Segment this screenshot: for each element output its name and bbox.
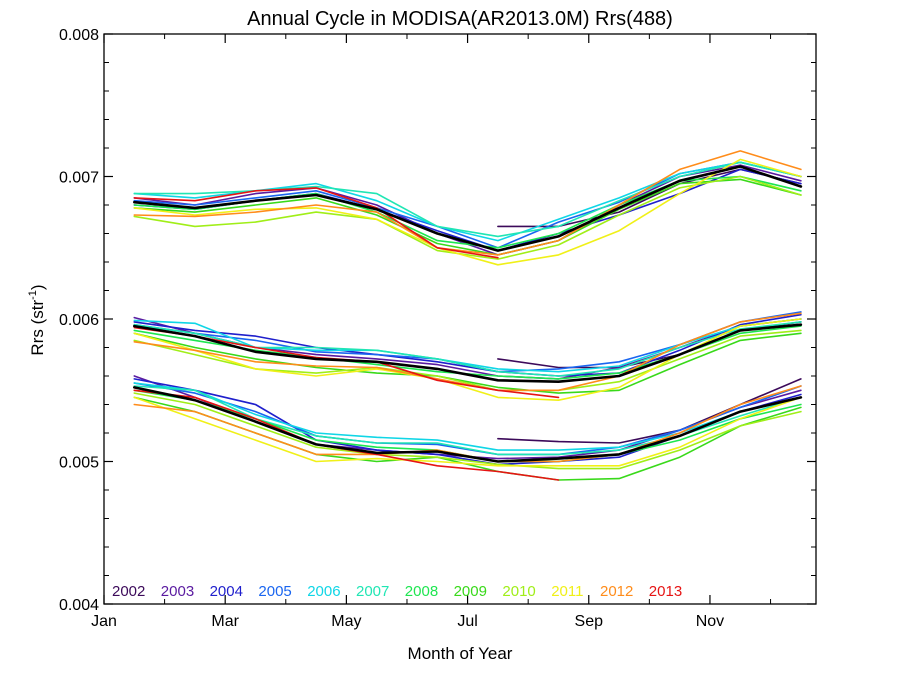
series-line-2009-upper	[133, 178, 802, 256]
y-axis-label-sup: -1	[27, 290, 39, 300]
x-tick-label-May: May	[331, 613, 361, 630]
x-tick-label-Jul: Jul	[457, 613, 477, 630]
legend-item-2013: 2013	[649, 583, 682, 600]
x-tick-label-Mar: Mar	[211, 613, 239, 630]
legend-item-2006: 2006	[307, 583, 340, 600]
series-line-2012-upper	[133, 150, 802, 256]
legend-item-2003: 2003	[161, 583, 194, 600]
series-line-2002-lower	[497, 378, 802, 444]
legend-item-2005: 2005	[258, 583, 291, 600]
x-tick-label-Jan: Jan	[91, 613, 117, 630]
y-tick-label-0.005: 0.005	[59, 455, 99, 472]
series-line-2011-lower	[133, 396, 802, 467]
series-line-mean-middle	[133, 323, 803, 383]
x-axis-label: Month of Year	[408, 644, 513, 663]
legend-item-2002: 2002	[112, 583, 145, 600]
series-line-2010-upper	[133, 175, 802, 260]
series-line-mean-lower	[133, 386, 803, 463]
series-line-2004-middle	[133, 313, 802, 377]
legend: 2002 2003 2004 2005 2006 2007 2008 2009 2010 2011…	[112, 583, 682, 600]
series-line-2006-lower	[133, 382, 802, 451]
series-layer	[133, 150, 803, 481]
y-axis-label: Rrs (str-1)	[27, 284, 47, 355]
series-line-2010-lower	[133, 392, 802, 470]
legend-item-2010: 2010	[502, 583, 535, 600]
y-axis-label-close: )	[28, 284, 47, 290]
series-line-mean-upper	[133, 165, 803, 252]
y-tick-label-0.007: 0.007	[59, 170, 99, 187]
legend-item-2008: 2008	[405, 583, 438, 600]
ticks-layer: Jan Mar May Jul Sep Nov 0.004 0.005 0.006 0.007 0.…	[59, 27, 816, 630]
chart-title: Annual Cycle in MODISA(AR2013.0M) Rrs(48…	[247, 8, 673, 30]
series-line-2007-upper	[133, 161, 802, 238]
y-tick-label-0.008: 0.008	[59, 27, 99, 44]
x-tick-label-Nov: Nov	[696, 613, 724, 630]
series-line-2009-middle	[133, 332, 802, 394]
legend-item-2011: 2011	[551, 583, 583, 600]
y-axis-label-main: Rrs (str	[28, 300, 47, 356]
legend-item-2007: 2007	[356, 583, 389, 600]
y-tick-label-0.006: 0.006	[59, 312, 99, 329]
x-tick-label-Sep: Sep	[575, 613, 604, 630]
legend-item-2009: 2009	[454, 583, 487, 600]
legend-item-2012: 2012	[600, 583, 633, 600]
series-line-2013-upper	[133, 187, 499, 259]
y-tick-label-0.004: 0.004	[59, 597, 99, 614]
series-line-2011-upper	[133, 158, 802, 266]
legend-item-2004: 2004	[210, 583, 243, 600]
